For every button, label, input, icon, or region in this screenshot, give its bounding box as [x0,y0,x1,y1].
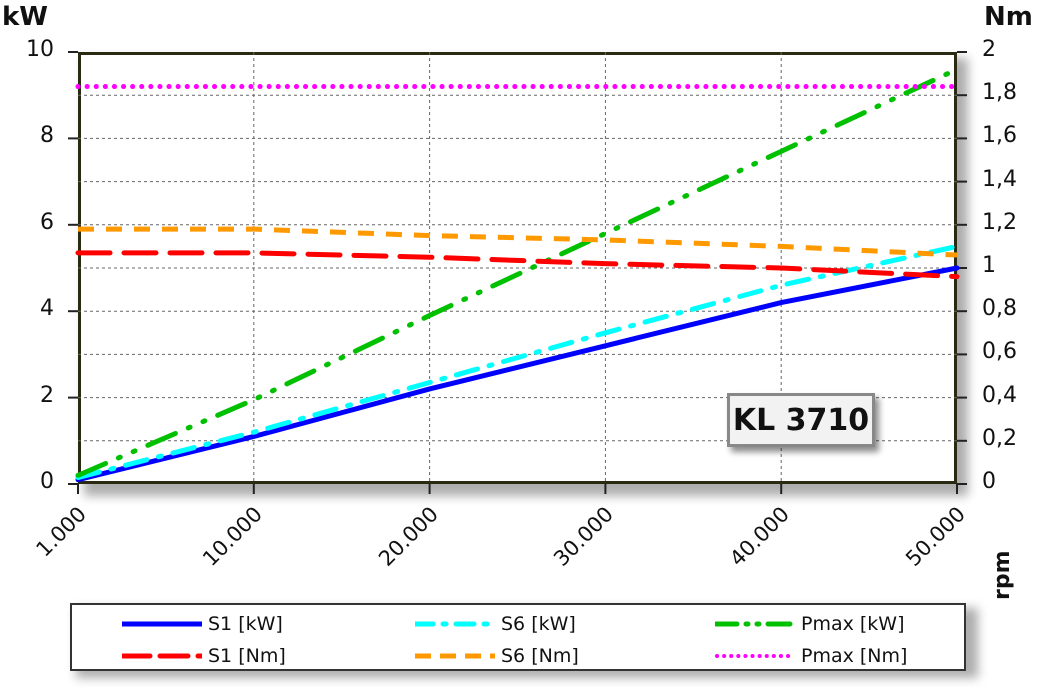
legend-label: Pmax [kW] [801,613,905,635]
legend-item-s6-kw: S6 [kW] [415,613,576,635]
legend: S1 [kW] S6 [kW] Pmax [kW] S1 [Nm] S6 [Nm… [70,603,966,671]
y2-tick-label: 1,6 [982,123,1017,149]
y2-tick-label: 0 [982,469,996,494]
y2-tick-label: 1 [982,253,996,278]
legend-item-s1-nm: S1 [Nm] [122,645,286,667]
legend-item-pmax-kw: Pmax [kW] [715,613,905,635]
series-line [75,66,960,478]
legend-swatch-s6-kw [415,621,495,627]
legend-label: S1 [kW] [208,613,283,635]
y2-tick-label: 0,8 [982,296,1017,322]
y-tick-label: 10 [26,37,54,62]
legend-swatch-s1-kw [122,621,202,627]
y2-tick-label: 1,8 [982,80,1017,106]
y-tick-label: 2 [40,382,54,408]
series-line [75,250,960,280]
legend-label: S1 [Nm] [208,645,286,667]
y-tick-label: 8 [40,123,54,149]
y2-tick-label: 0,4 [982,382,1017,408]
y2-tick-label: 2 [982,37,996,62]
y2-tick-label: 0,2 [982,425,1017,451]
series-line [75,265,960,483]
legend-swatch-pmax-kw [715,621,795,627]
y2-tick-label: 1,2 [982,209,1017,235]
y-tick-label: 6 [40,209,54,235]
model-badge: KL 3710 [727,393,875,447]
legend-swatch-s6-nm [415,653,495,659]
y-tick-label: 0 [40,469,54,494]
legend-label: S6 [kW] [501,613,576,635]
left-axis-unit: kW [2,2,48,32]
series-line [78,226,958,258]
legend-item-s1-kw: S1 [kW] [122,613,283,635]
y2-tick-label: 0,6 [982,339,1017,365]
legend-label: S6 [Nm] [501,645,579,667]
legend-label: Pmax [Nm] [801,645,908,667]
series-line [75,243,960,481]
legend-swatch-pmax-nm [715,654,795,658]
right-axis-unit: Nm [984,2,1033,32]
legend-swatch-s1-nm [122,653,202,659]
legend-item-pmax-nm: Pmax [Nm] [715,645,907,667]
y-tick-label: 4 [40,296,54,322]
legend-item-s6-nm: S6 [Nm] [415,645,579,667]
y2-tick-label: 1,4 [982,166,1017,192]
